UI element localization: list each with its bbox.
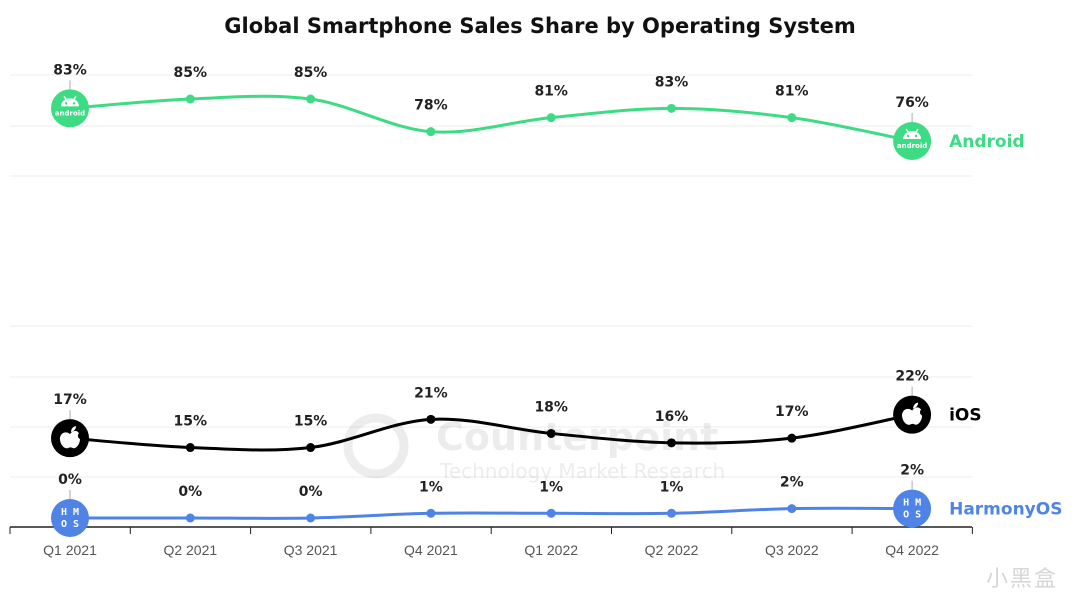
series-line bbox=[70, 506, 913, 520]
x-tick-label: Q1 2022 bbox=[524, 542, 578, 558]
data-label: 85% bbox=[294, 65, 328, 81]
data-label: 83% bbox=[53, 62, 87, 78]
harmonyos-icon-letter: M bbox=[915, 498, 921, 509]
x-tick-label: Q4 2021 bbox=[404, 542, 458, 558]
data-label: 1% bbox=[419, 479, 443, 495]
series-line bbox=[69, 413, 913, 452]
series-line bbox=[69, 94, 913, 143]
chart-title: Global Smartphone Sales Share by Operati… bbox=[224, 14, 856, 38]
x-tick-label: Q2 2022 bbox=[645, 542, 699, 558]
harmonyos-icon-letter: H bbox=[903, 498, 909, 509]
series: android 83% 85% 85% 78% 81% 83% 81% android 76% An… bbox=[51, 62, 1062, 537]
data-label: 0% bbox=[58, 472, 82, 488]
harmonyos-icon-letter: O bbox=[903, 510, 909, 521]
data-point bbox=[426, 508, 436, 518]
harmonyos-icon-letter: H bbox=[61, 507, 67, 518]
data-label: 1% bbox=[660, 479, 684, 495]
android-icon: android bbox=[893, 122, 932, 160]
harmonyos-icon-letter: M bbox=[73, 507, 79, 518]
harmonyos-icon-letter: S bbox=[73, 519, 79, 530]
series-label: HarmonyOS bbox=[949, 500, 1062, 520]
series-ios: 17% 15% 15% 21% 18% 16% 17% 22% iOS bbox=[51, 369, 982, 458]
data-point bbox=[185, 94, 195, 104]
x-tick-label: Q2 2021 bbox=[163, 542, 217, 558]
x-tick-label: Q4 2022 bbox=[885, 542, 939, 558]
data-label: 21% bbox=[414, 385, 448, 401]
data-point bbox=[667, 103, 676, 113]
data-point bbox=[667, 508, 676, 518]
watermark-tagline: Technology Market Research bbox=[439, 459, 725, 483]
data-point bbox=[426, 414, 436, 424]
data-point bbox=[546, 428, 556, 438]
data-point bbox=[306, 94, 316, 104]
data-point bbox=[787, 113, 797, 123]
watermark: Counterpoint Technology Market Research bbox=[343, 413, 725, 483]
x-tick-label: Q3 2022 bbox=[765, 542, 819, 558]
data-point bbox=[546, 113, 556, 123]
data-label: 0% bbox=[178, 484, 202, 500]
data-label: 18% bbox=[534, 399, 568, 415]
data-label: 16% bbox=[655, 409, 689, 425]
data-point bbox=[185, 513, 195, 523]
data-label: 81% bbox=[775, 84, 809, 100]
apple-icon bbox=[51, 419, 89, 458]
data-label: 15% bbox=[174, 414, 208, 430]
data-label: 85% bbox=[174, 65, 208, 81]
data-point bbox=[546, 508, 556, 518]
data-point bbox=[306, 513, 316, 523]
data-label: 1% bbox=[539, 479, 563, 495]
data-label: 15% bbox=[294, 414, 328, 430]
x-tick-label: Q3 2021 bbox=[284, 542, 338, 558]
harmonyos-icon: H MO S bbox=[51, 499, 89, 537]
x-axis: Q1 2021 Q2 2021 Q3 2021 Q4 2021 Q1 2022 Q2 20… bbox=[9, 526, 973, 558]
android-icon: android bbox=[51, 89, 89, 128]
x-tick-label: Q1 2021 bbox=[43, 542, 97, 558]
data-label: 78% bbox=[414, 98, 448, 114]
android-icon-text: android bbox=[55, 109, 85, 117]
data-label: 2% bbox=[780, 475, 804, 491]
harmonyos-icon-letter: O bbox=[61, 519, 67, 530]
data-point bbox=[185, 443, 195, 453]
series-harmonyos: H MO S0%0% 0% 1% 1% 1% 2%H MO S2%HarmonyOS bbox=[51, 463, 1062, 537]
series-android: android 83% 85% 85% 78% 81% 83% 81% android 76% An… bbox=[51, 62, 1025, 160]
data-label: 17% bbox=[775, 404, 809, 420]
data-label: 22% bbox=[895, 369, 929, 385]
data-point bbox=[306, 443, 316, 453]
harmonyos-icon-letter: S bbox=[915, 510, 921, 521]
series-label: iOS bbox=[949, 406, 982, 426]
apple-icon bbox=[893, 395, 932, 434]
android-icon-text: android bbox=[897, 142, 927, 150]
watermark-logo-icon bbox=[343, 413, 409, 479]
data-point bbox=[787, 433, 797, 443]
data-point bbox=[667, 438, 676, 448]
source-watermark: 小黑盒 bbox=[985, 567, 1058, 592]
data-label: 2% bbox=[900, 463, 924, 479]
data-label: 81% bbox=[534, 84, 568, 100]
data-label: 83% bbox=[655, 74, 689, 90]
data-label: 76% bbox=[895, 95, 929, 111]
data-label: 17% bbox=[53, 392, 87, 408]
data-point bbox=[787, 504, 797, 514]
series-label: Android bbox=[949, 132, 1025, 152]
data-point bbox=[426, 127, 436, 137]
data-label: 0% bbox=[299, 484, 323, 500]
harmonyos-icon: H MO S bbox=[893, 489, 932, 528]
